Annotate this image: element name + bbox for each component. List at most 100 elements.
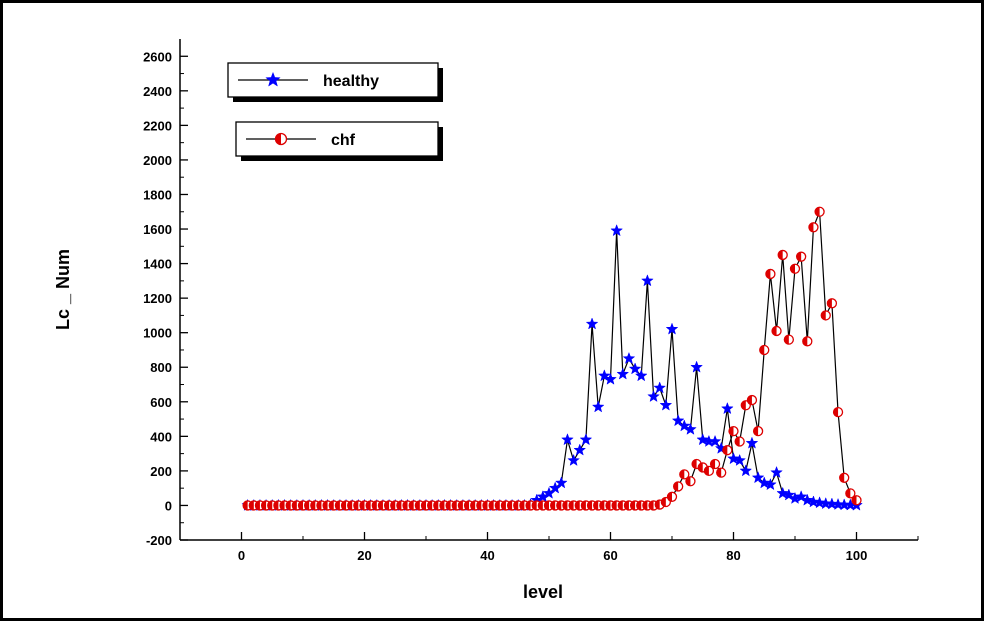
marker-half — [710, 459, 716, 469]
data-point-healthy — [794, 490, 808, 503]
data-point-healthy — [585, 317, 599, 330]
marker-half — [569, 500, 574, 510]
marker-half — [839, 473, 845, 483]
data-point-healthy — [567, 453, 580, 466]
data-point-healthy — [696, 433, 710, 446]
data-point-chf — [789, 263, 801, 274]
data-point-chf — [814, 206, 825, 217]
marker-half — [335, 500, 340, 510]
marker-half — [753, 426, 759, 436]
data-point-chf — [703, 465, 715, 477]
marker-half — [439, 500, 445, 510]
data-point-chf — [839, 472, 850, 483]
marker-half — [464, 500, 470, 510]
marker-half — [452, 500, 457, 510]
marker-half — [685, 476, 691, 486]
marker-half — [476, 500, 482, 510]
marker-half — [495, 500, 500, 510]
marker-half — [280, 500, 285, 510]
legend-item-healthy: healthy — [227, 62, 443, 102]
x-tick-label: 60 — [603, 548, 617, 563]
data-point-healthy — [684, 422, 697, 435]
marker-half — [329, 500, 334, 510]
marker-half — [298, 500, 303, 510]
y-tick-label: 1200 — [143, 291, 172, 306]
marker-half — [261, 500, 267, 510]
data-point-healthy — [647, 389, 660, 403]
data-point-healthy — [604, 372, 617, 385]
marker-half — [593, 500, 599, 510]
marker-half — [255, 500, 260, 510]
data-point-healthy — [628, 362, 642, 375]
x-tick-label: 80 — [726, 548, 740, 563]
legend-marker — [274, 132, 288, 146]
x-tick-label: 40 — [480, 548, 494, 563]
data-point-chf — [722, 445, 733, 456]
data-point-healthy — [727, 452, 740, 465]
x-tick-label: 100 — [846, 548, 868, 563]
data-point-healthy — [813, 496, 826, 509]
y-tick-label: 600 — [150, 395, 172, 410]
marker-half — [765, 269, 771, 279]
marker-half — [470, 500, 476, 510]
marker-half — [796, 252, 802, 262]
series-line-chf — [247, 211, 857, 507]
legend-label-healthy: healthy — [323, 73, 379, 90]
marker-half — [759, 345, 765, 355]
data-point-healthy — [665, 322, 679, 335]
data-point-healthy — [653, 381, 667, 394]
data-point-chf — [666, 491, 678, 502]
data-point-chf — [802, 336, 813, 347]
marker-half — [507, 500, 513, 510]
data-point-healthy — [554, 476, 568, 489]
marker-half — [722, 445, 728, 455]
data-point-healthy — [634, 369, 648, 382]
data-point-chf — [673, 481, 684, 492]
data-point-healthy — [800, 493, 814, 506]
marker-half — [679, 469, 685, 479]
data-point-healthy — [751, 471, 765, 484]
marker-half — [741, 400, 746, 410]
data-point-healthy — [659, 398, 673, 411]
data-point-healthy — [708, 434, 722, 447]
data-point-healthy — [622, 351, 636, 365]
marker-half — [526, 500, 531, 510]
series-chf — [242, 206, 862, 511]
marker-half — [396, 500, 402, 510]
data-point-healthy — [641, 274, 654, 287]
marker-half — [636, 500, 642, 510]
marker-half — [501, 500, 506, 510]
marker-half — [772, 326, 777, 336]
data-point-healthy — [782, 488, 796, 501]
data-point-chf — [728, 426, 739, 437]
marker-half — [606, 500, 611, 510]
marker-half — [587, 500, 593, 510]
series-healthy — [241, 224, 863, 511]
y-tick-label: 1000 — [143, 326, 172, 341]
series-layer — [241, 206, 863, 511]
data-point-healthy — [825, 497, 839, 510]
data-point-chf — [771, 325, 782, 337]
data-point-healthy — [677, 419, 691, 432]
data-point-healthy — [579, 433, 593, 446]
y-tick-label: 2600 — [143, 49, 172, 64]
data-point-healthy — [770, 465, 783, 479]
marker-half — [575, 500, 580, 510]
data-point-healthy — [690, 360, 703, 373]
data-point-chf — [494, 500, 505, 511]
axes: -200020040060080010001200140016001800200… — [143, 39, 919, 563]
data-point-healthy — [720, 401, 734, 415]
marker-half — [538, 500, 543, 510]
data-point-healthy — [561, 433, 574, 446]
marker-half — [735, 437, 740, 447]
marker-half — [581, 500, 586, 510]
marker-half — [249, 500, 254, 510]
y-tick-label: 2200 — [143, 118, 172, 133]
y-tick-label: 1400 — [143, 257, 172, 272]
legend-marker — [265, 71, 281, 87]
marker-half — [618, 500, 623, 510]
marker-half — [673, 481, 679, 491]
data-point-chf — [777, 249, 788, 261]
y-tick-label: 800 — [150, 360, 172, 375]
marker-half — [815, 207, 820, 217]
